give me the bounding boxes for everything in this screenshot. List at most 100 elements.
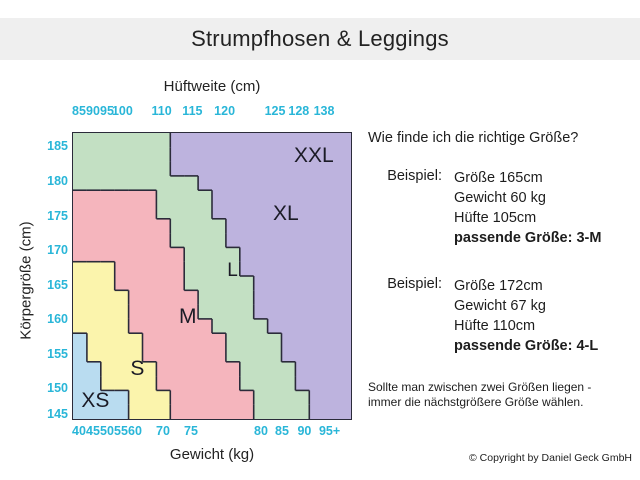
size-cell-xl	[253, 190, 268, 205]
size-cell-s	[128, 404, 143, 419]
size-cell-m	[156, 333, 171, 348]
weight-axis-ticks: 40 45 50 55 60 70 75 80 85 90 95+	[72, 424, 352, 440]
size-cell-s	[86, 261, 101, 276]
size-cell-l	[142, 147, 157, 162]
size-cell-xl	[211, 190, 226, 205]
size-cell-xl	[281, 304, 296, 319]
axis-tick-label: 95	[100, 104, 114, 118]
size-cell-xs	[100, 404, 115, 419]
size-cell-l	[114, 147, 129, 162]
size-cell-m	[225, 404, 240, 419]
size-cell-xl	[309, 147, 324, 162]
size-cell-l	[156, 161, 171, 176]
info-panel: Wie finde ich die richtige Größe? Beispi…	[368, 130, 640, 464]
size-cell-m	[156, 276, 171, 291]
size-cell-m	[198, 333, 212, 348]
size-cell-s	[73, 318, 87, 334]
size-cell-s	[114, 376, 129, 391]
size-cell-xl	[267, 261, 282, 276]
size-note-line-2: immer die nächstgrößere Größe wählen.	[368, 395, 584, 409]
size-cell-m	[100, 247, 115, 262]
size-cell-m	[156, 261, 171, 276]
size-cell-xl	[295, 361, 310, 377]
size-cell-m	[86, 233, 101, 248]
size-cell-l	[156, 175, 171, 191]
size-cell-xl	[337, 347, 351, 362]
size-cell-l	[225, 261, 240, 276]
size-cell-m	[142, 290, 157, 305]
size-cell-m	[128, 190, 143, 205]
size-cell-xl	[281, 261, 296, 276]
size-cell-l	[225, 304, 240, 319]
example-1-label: Beispiel:	[387, 168, 442, 184]
size-cell-s	[114, 290, 129, 305]
size-cell-l	[184, 233, 199, 248]
size-cell-m	[170, 333, 185, 348]
size-cell-xl	[281, 333, 296, 348]
size-cell-xl	[295, 304, 310, 319]
axis-tick-label: 155	[47, 346, 68, 361]
size-cell-xl	[309, 318, 324, 334]
size-cell-l	[100, 161, 115, 176]
size-cell-xl	[281, 347, 296, 362]
size-cell-xl	[309, 304, 324, 319]
size-cell-l	[239, 318, 254, 334]
size-cell-l	[184, 190, 199, 205]
size-cell-xl	[309, 361, 324, 377]
size-cell-m	[128, 290, 143, 305]
size-cell-s	[114, 347, 129, 362]
size-cell-l	[100, 133, 115, 148]
size-cell-xl	[309, 204, 324, 219]
size-cell-l	[239, 276, 254, 291]
size-cell-m	[142, 261, 157, 276]
axis-tick-label: 85	[72, 104, 86, 118]
size-cell-xl	[184, 161, 199, 176]
size-cell-m	[142, 347, 157, 362]
size-cell-xl	[239, 247, 254, 262]
size-cell-l	[253, 404, 268, 419]
size-cell-s	[86, 304, 101, 319]
axis-tick-label: 175	[47, 208, 68, 223]
size-cell-m	[170, 290, 185, 305]
axis-tick-label: 180	[47, 173, 68, 188]
size-cell-xl	[295, 233, 310, 248]
size-cell-l	[198, 261, 212, 276]
size-note-line-1: Sollte man zwischen zwei Größen liegen -	[368, 380, 592, 394]
size-cell-m	[142, 304, 157, 319]
size-cell-l	[267, 390, 282, 405]
example-1-line-1: Größe 165cm	[454, 170, 543, 186]
size-cell-xl	[323, 390, 338, 405]
size-cell-xl	[239, 147, 254, 162]
size-cell-m	[142, 247, 157, 262]
size-cell-xl	[239, 204, 254, 219]
size-cell-s	[100, 318, 115, 334]
size-cell-s	[73, 261, 87, 276]
size-cell-xl	[337, 147, 351, 162]
size-cell-m	[73, 233, 87, 248]
size-cell-l	[128, 161, 143, 176]
size-cell-m	[128, 276, 143, 291]
size-cell-xl	[323, 247, 338, 262]
size-cell-xl	[309, 390, 324, 405]
size-cell-m	[73, 204, 87, 219]
size-cell-l	[198, 190, 212, 205]
size-cell-s	[142, 404, 157, 419]
size-cell-l	[211, 261, 226, 276]
size-cell-l	[184, 247, 199, 262]
size-cell-m	[170, 318, 185, 334]
size-cell-xl	[337, 161, 351, 176]
size-cell-xl	[337, 261, 351, 276]
size-cell-xl	[211, 161, 226, 176]
size-cell-xl	[281, 290, 296, 305]
size-cell-l	[100, 147, 115, 162]
size-cell-xl	[225, 133, 240, 148]
size-cell-s	[128, 361, 143, 377]
size-cell-xl	[211, 204, 226, 219]
size-cell-xl	[337, 390, 351, 405]
chart-plot-area: XS S M L XL XXL	[72, 132, 352, 420]
size-cell-xl	[253, 304, 268, 319]
size-cell-m	[170, 404, 185, 419]
size-cell-m	[184, 390, 199, 405]
size-cell-xl	[323, 376, 338, 391]
size-cell-m	[211, 376, 226, 391]
